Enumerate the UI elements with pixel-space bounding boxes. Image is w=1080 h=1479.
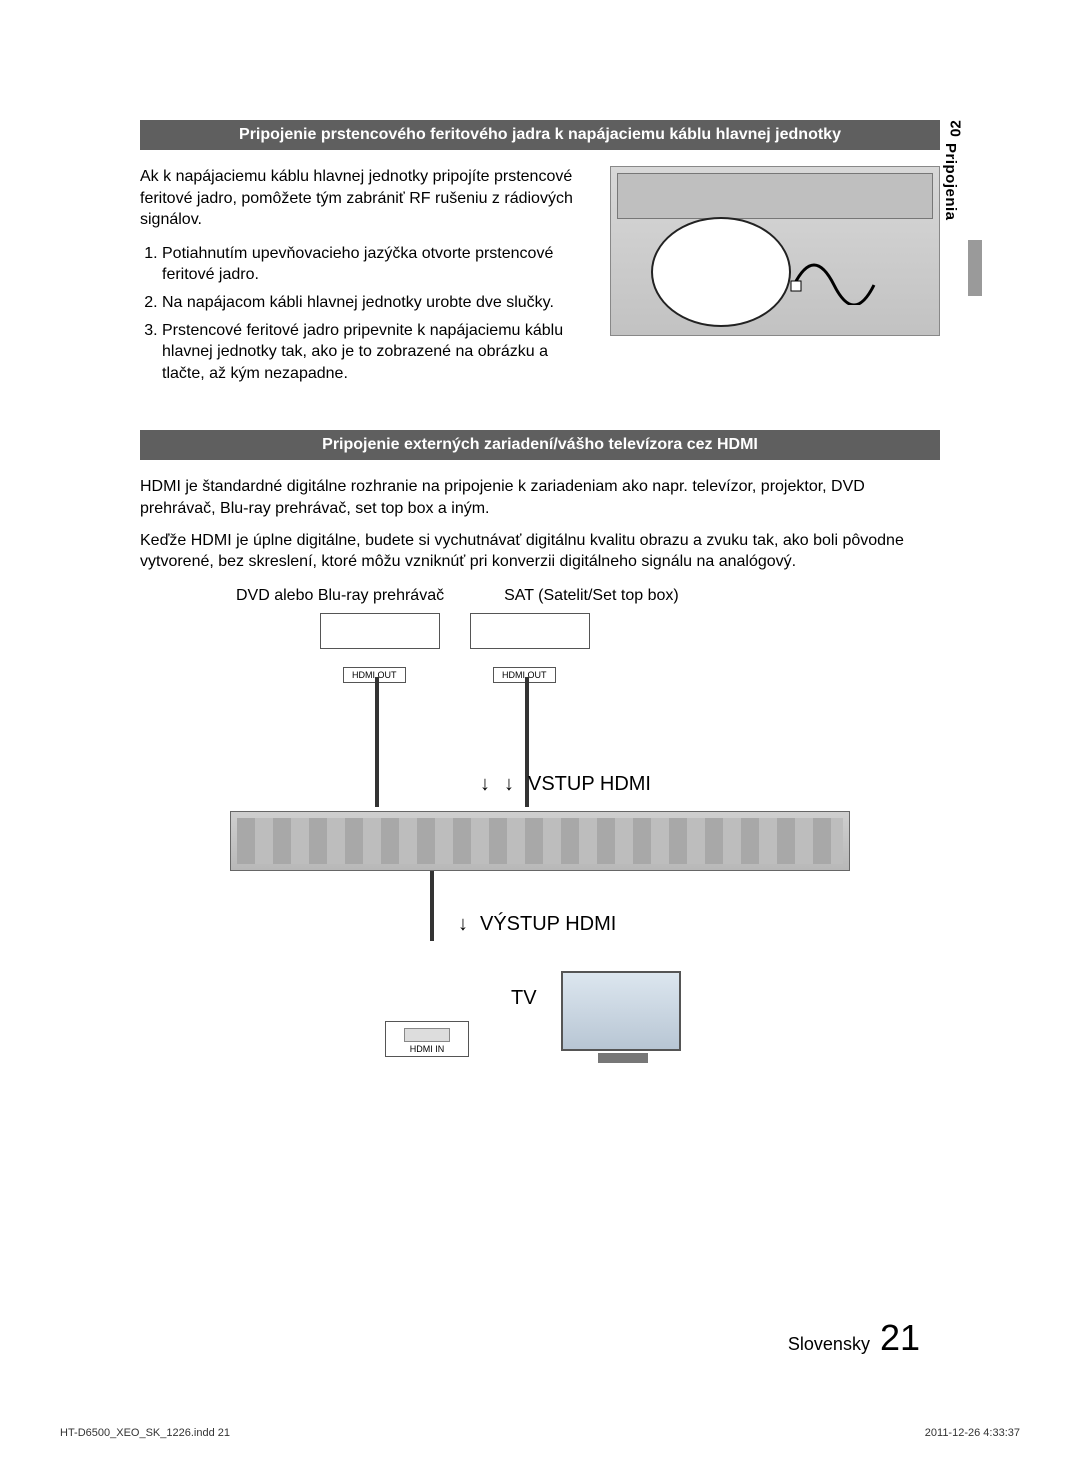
footer-page-number: 21	[880, 1317, 920, 1359]
main-unit-rear-panel	[230, 811, 850, 871]
section2-p1: HDMI je štandardné digitálne rozhranie n…	[140, 476, 940, 519]
manual-page: 02 Pripojenia Pripojenie prstencového fe…	[0, 0, 1080, 1479]
hdmi-in-port: HDMI IN	[385, 1021, 469, 1057]
section1-text: Ak k napájaciemu káblu hlavnej jednotky …	[140, 166, 590, 390]
tv-label: TV	[511, 987, 537, 1010]
arrow-down-icon: ↓	[504, 773, 514, 796]
section1-title-bar: Pripojenie prstencového feritového jadra…	[140, 120, 940, 150]
page-footer: Slovensky 21	[788, 1317, 920, 1359]
vstup-hdmi-label: VSTUP HDMI	[528, 773, 651, 796]
section2-title-bar: Pripojenie externých zariadení/vášho tel…	[140, 430, 940, 460]
chapter-label: Pripojenia	[942, 143, 959, 221]
magnifier-circle	[651, 217, 791, 327]
section1-steps: Potiahnutím upevňovacieho jazýčka otvort…	[140, 243, 590, 385]
hdmi-connection-diagram: HDMI OUT HDMI OUT ↓ ↓ VSTUP HDMI ↓ VÝSTU…	[230, 613, 850, 1093]
section-side-tab: 02 Pripojenia	[942, 120, 970, 230]
cable-wave-icon	[789, 235, 879, 305]
cable-a	[375, 677, 379, 807]
step-2: Na napájacom kábli hlavnej jednotky urob…	[162, 292, 590, 314]
source-device-labels: DVD alebo Blu-ray prehrávač SAT (Satelit…	[140, 587, 940, 605]
step-1: Potiahnutím upevňovacieho jazýčka otvort…	[162, 243, 590, 286]
tv-area: HDMI IN TV	[385, 963, 770, 1083]
side-gray-marker	[968, 240, 982, 296]
footer-lang: Slovensky	[788, 1334, 870, 1355]
vystup-hdmi-label: VÝSTUP HDMI	[480, 913, 616, 936]
section1-row: Ak k napájaciemu káblu hlavnej jednotky …	[140, 166, 940, 390]
section2-p2: Keďže HDMI je úplne digitálne, budete si…	[140, 530, 940, 573]
input-arrows: ↓ ↓ VSTUP HDMI	[480, 773, 651, 796]
rear-ports-illustration	[237, 818, 843, 864]
arrow-down-icon: ↓	[458, 913, 468, 936]
step-3: Prstencové feritové jadro pripevnite k n…	[162, 320, 590, 385]
meta-timestamp: 2011-12-26 4:33:37	[925, 1427, 1020, 1439]
sat-box-icon	[470, 613, 590, 649]
section1-intro: Ak k napájaciemu káblu hlavnej jednotky …	[140, 166, 590, 231]
print-meta: HT-D6500_XEO_SK_1226.indd 21 2011-12-26 …	[60, 1427, 1020, 1439]
meta-file: HT-D6500_XEO_SK_1226.indd 21	[60, 1427, 230, 1439]
device-b-label: SAT (Satelit/Set top box)	[504, 587, 679, 605]
tv-icon	[561, 971, 681, 1051]
rear-panel-illustration	[617, 173, 933, 219]
ferrite-core-figure	[610, 166, 940, 336]
cable-out	[430, 871, 434, 941]
arrow-down-icon: ↓	[480, 773, 490, 796]
dvd-player-icon	[320, 613, 440, 649]
hdmi-in-label: HDMI IN	[410, 1044, 445, 1054]
device-a-label: DVD alebo Blu-ray prehrávač	[236, 587, 444, 605]
output-arrow: ↓ VÝSTUP HDMI	[458, 913, 616, 936]
chapter-number: 02	[948, 115, 965, 143]
